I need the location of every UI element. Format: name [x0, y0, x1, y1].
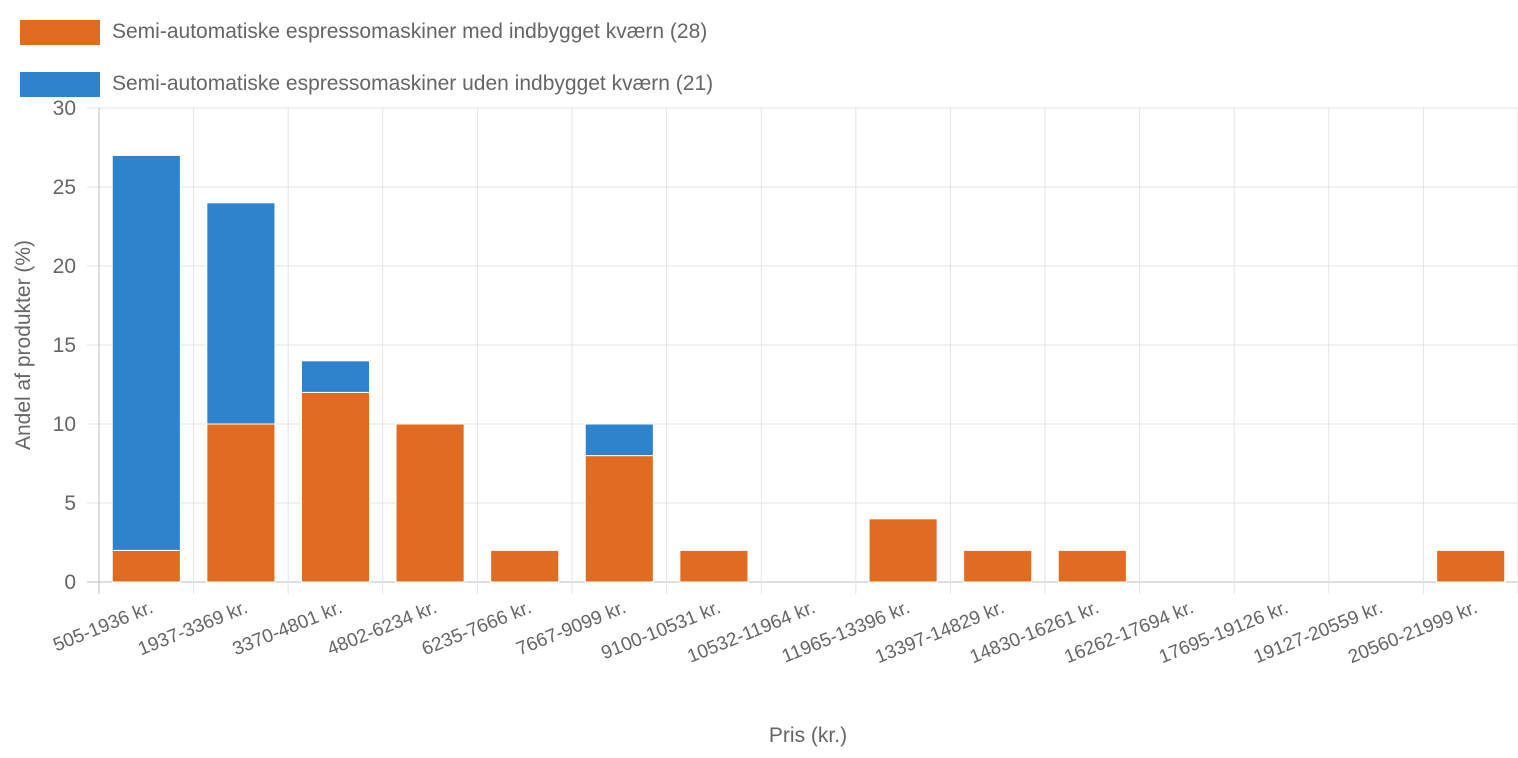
legend-item-with-grinder[interactable]: Semi-automatiske espressomaskiner med in… — [20, 14, 713, 50]
y-tick-label-1: 5 — [64, 492, 76, 515]
x-axis-title: Pris (kr.) — [769, 724, 847, 747]
y-tick-label-5: 25 — [53, 176, 76, 199]
bar-s0-c6[interactable] — [679, 549, 749, 583]
bar-s0-c5[interactable] — [584, 455, 654, 583]
legend-label-without-grinder: Semi-automatiske espressomaskiner uden i… — [112, 72, 714, 95]
bar-s1-c1[interactable] — [206, 202, 276, 425]
legend: Semi-automatiske espressomaskiner med in… — [20, 14, 713, 102]
bars — [111, 154, 1506, 583]
y-tick-label-4: 20 — [53, 255, 76, 278]
y-tick-label-0: 0 — [64, 571, 76, 594]
legend-item-without-grinder[interactable]: Semi-automatiske espressomaskiner uden i… — [20, 66, 713, 102]
x-axis-ticks: 505-1936 kr.1937-3369 kr.3370-4801 kr.48… — [50, 597, 1480, 668]
bar-s0-c0[interactable] — [111, 549, 181, 583]
bar-s1-c5[interactable] — [584, 423, 654, 457]
bar-s0-c2[interactable] — [300, 391, 371, 583]
legend-label-with-grinder: Semi-automatiske espressomaskiner med in… — [112, 20, 708, 43]
bar-s0-c1[interactable] — [206, 423, 276, 583]
bar-s0-c4[interactable] — [490, 549, 560, 583]
bar-s0-c10[interactable] — [1057, 549, 1127, 583]
bar-s0-c14[interactable] — [1436, 549, 1506, 583]
y-tick-label-3: 15 — [53, 334, 76, 357]
bar-s0-c8[interactable] — [868, 518, 938, 583]
bar-s0-c9[interactable] — [963, 549, 1033, 583]
bar-s1-c0[interactable] — [111, 154, 181, 551]
legend-swatch-without-grinder — [20, 71, 100, 97]
y-axis-ticks: 0 5 10 15 20 25 30 — [53, 97, 76, 594]
y-tick-label-6: 30 — [53, 97, 76, 120]
legend-swatch-with-grinder — [20, 19, 100, 45]
bar-s1-c2[interactable] — [300, 360, 371, 393]
bar-s0-c3[interactable] — [395, 423, 465, 583]
y-axis-title: Andel af produkter (%) — [12, 240, 35, 450]
gridlines — [87, 107, 1518, 594]
y-tick-label-2: 10 — [53, 413, 76, 436]
